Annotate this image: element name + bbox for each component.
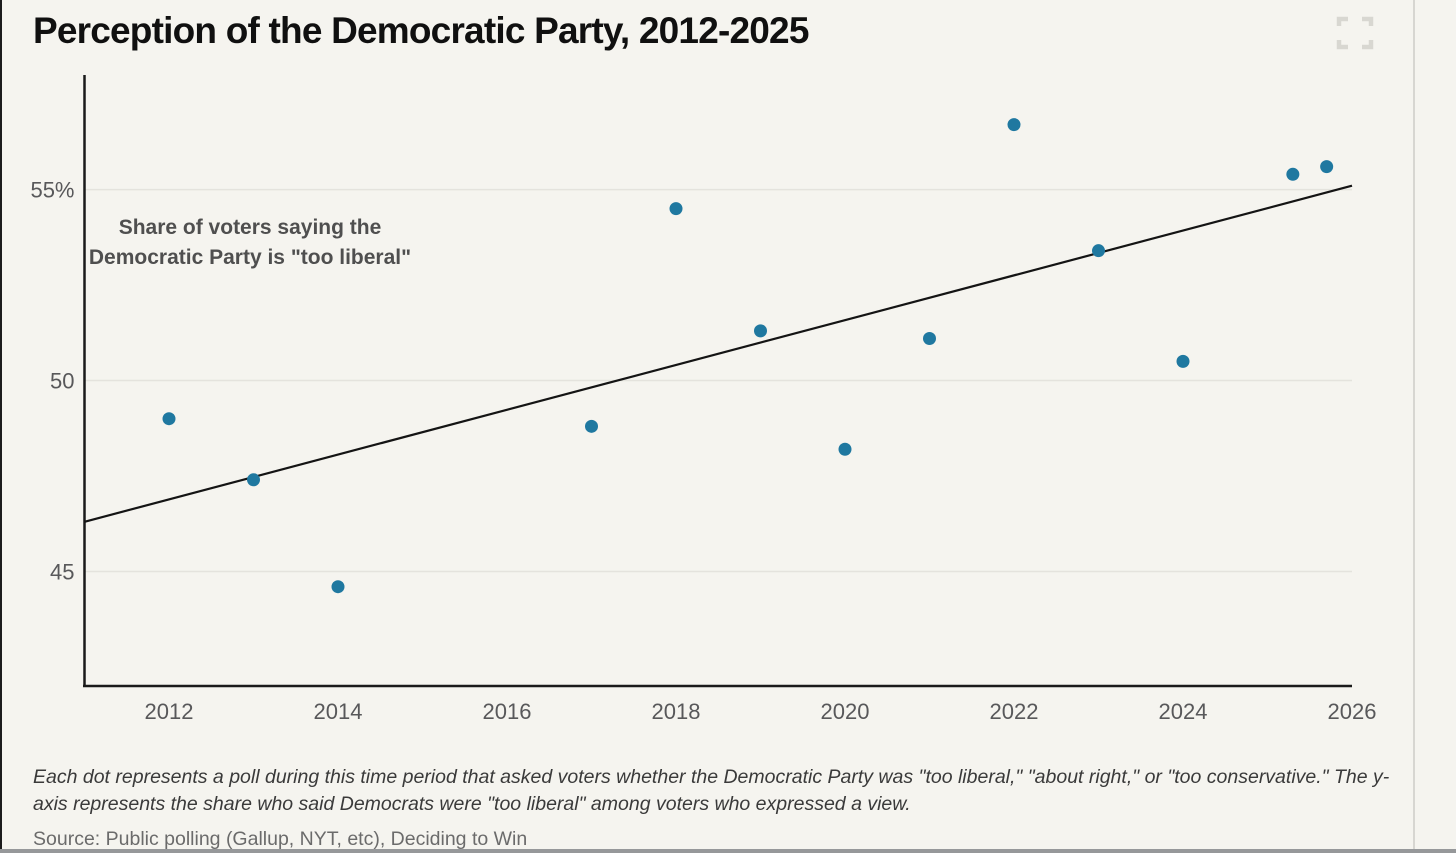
- chart-title: Perception of the Democratic Party, 2012…: [33, 10, 809, 51]
- source-line: Source: Public polling (Gallup, NYT, etc…: [33, 828, 528, 850]
- data-point: [1176, 354, 1190, 368]
- data-point: [585, 419, 598, 433]
- x-tick-label: 2024: [1159, 699, 1208, 724]
- chart-annotation: Share of voters saying the Democratic Pa…: [88, 216, 412, 269]
- data-point: [1092, 244, 1105, 258]
- window-right-border: [1413, 0, 1415, 853]
- data-point: [331, 580, 345, 594]
- x-tick-label: 2018: [652, 699, 701, 724]
- data-point: [1286, 167, 1300, 181]
- data-point: [247, 473, 260, 487]
- window-left-border: [0, 0, 2, 853]
- bottom-edge-bar: [0, 849, 1456, 853]
- x-tick-label: 2012: [145, 699, 194, 724]
- x-tick-label: 2026: [1328, 699, 1377, 724]
- data-point: [838, 442, 852, 456]
- data-point: [1320, 160, 1334, 174]
- data-point: [923, 331, 936, 345]
- trend-line: [84, 184, 1353, 523]
- fullscreen-icon: [1336, 16, 1374, 50]
- y-tick-label: 50: [50, 369, 74, 394]
- data-point: [1007, 118, 1021, 132]
- y-tick-label: 45: [50, 559, 74, 584]
- fullscreen-button[interactable]: [1335, 13, 1375, 53]
- y-tick-label: 55%: [30, 178, 74, 203]
- data-point: [754, 324, 767, 338]
- x-tick-label: 2020: [821, 699, 870, 724]
- data-point: [669, 202, 683, 216]
- data-point: [162, 412, 176, 426]
- scatter-plot: 55% 50 45 2012 2014 2016 2018 2020 2022 2024 2026: [30, 75, 1377, 724]
- footnote: Each dot represents a poll during this t…: [33, 766, 1390, 815]
- x-tick-label: 2016: [483, 699, 532, 724]
- x-tick-label: 2014: [314, 699, 363, 724]
- x-tick-label: 2022: [990, 699, 1039, 724]
